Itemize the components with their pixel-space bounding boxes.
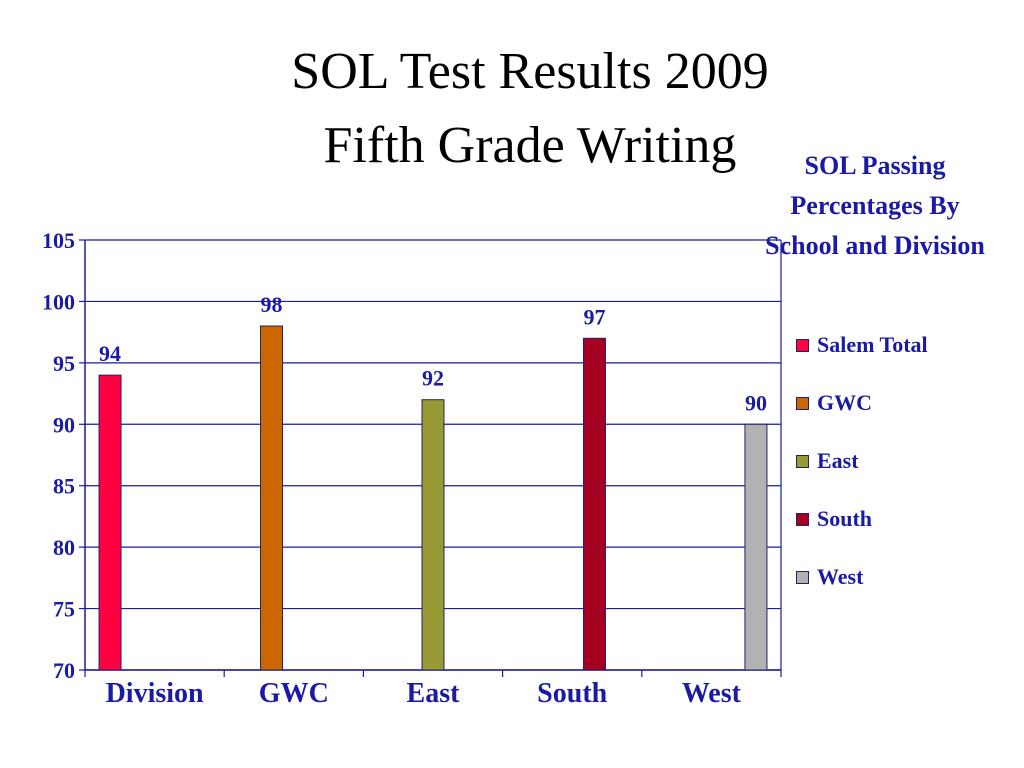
legend-item: Salem Total bbox=[796, 330, 928, 360]
legend-label: South bbox=[817, 506, 873, 531]
bar-west bbox=[744, 423, 768, 671]
bar-division bbox=[98, 374, 122, 671]
data-labels: 94 Division 98 GWC 92 East 97 South 90 West bbox=[99, 292, 767, 709]
legend-title: SOL Passing Percentages By School and Di… bbox=[765, 151, 985, 260]
y-tick-label: 70 bbox=[53, 658, 75, 683]
y-tick-label: 105 bbox=[42, 228, 75, 253]
data-label: 97 bbox=[583, 304, 605, 329]
bar-east bbox=[421, 399, 445, 671]
legend-label: GWC bbox=[817, 390, 872, 415]
legend-swatch bbox=[796, 454, 809, 468]
data-label: 90 bbox=[745, 390, 767, 415]
legend-item: West bbox=[796, 562, 863, 592]
legend-item: East bbox=[796, 446, 859, 476]
y-tick-label: 85 bbox=[53, 474, 75, 499]
legend-item: South bbox=[796, 504, 872, 534]
legend-label: West bbox=[817, 564, 864, 589]
legend-swatch bbox=[796, 396, 809, 410]
legend-label: East bbox=[817, 448, 859, 473]
y-tick-label: 95 bbox=[53, 351, 75, 376]
x-tick-label: Division bbox=[106, 678, 204, 709]
y-tick-label: 80 bbox=[53, 535, 75, 560]
data-label: 98 bbox=[261, 292, 283, 317]
x-tick-label: West bbox=[682, 678, 742, 709]
data-label: 92 bbox=[422, 366, 444, 391]
y-tick-label: 90 bbox=[53, 412, 75, 437]
x-tick-label: GWC bbox=[259, 678, 329, 709]
bars bbox=[98, 325, 768, 671]
legend-item: GWC bbox=[796, 388, 872, 418]
y-tick-label: 75 bbox=[53, 597, 75, 622]
legend-swatch bbox=[796, 338, 809, 352]
data-label: 94 bbox=[99, 341, 121, 366]
legend-swatch bbox=[796, 512, 809, 526]
y-tick-label: 100 bbox=[42, 289, 75, 314]
bar-gwc bbox=[260, 325, 284, 671]
x-tick-label: South bbox=[537, 678, 607, 709]
chart-title-line-2: Fifth Grade Writing bbox=[323, 117, 737, 174]
legend-swatch bbox=[796, 570, 809, 584]
legend-label: Salem Total bbox=[817, 332, 928, 357]
chart-title-line-1: SOL Test Results 2009 bbox=[291, 43, 769, 100]
bar-south bbox=[582, 337, 606, 671]
x-tick-label: East bbox=[407, 678, 461, 709]
axes: 70 75 80 85 90 95 100 105 bbox=[42, 228, 782, 683]
